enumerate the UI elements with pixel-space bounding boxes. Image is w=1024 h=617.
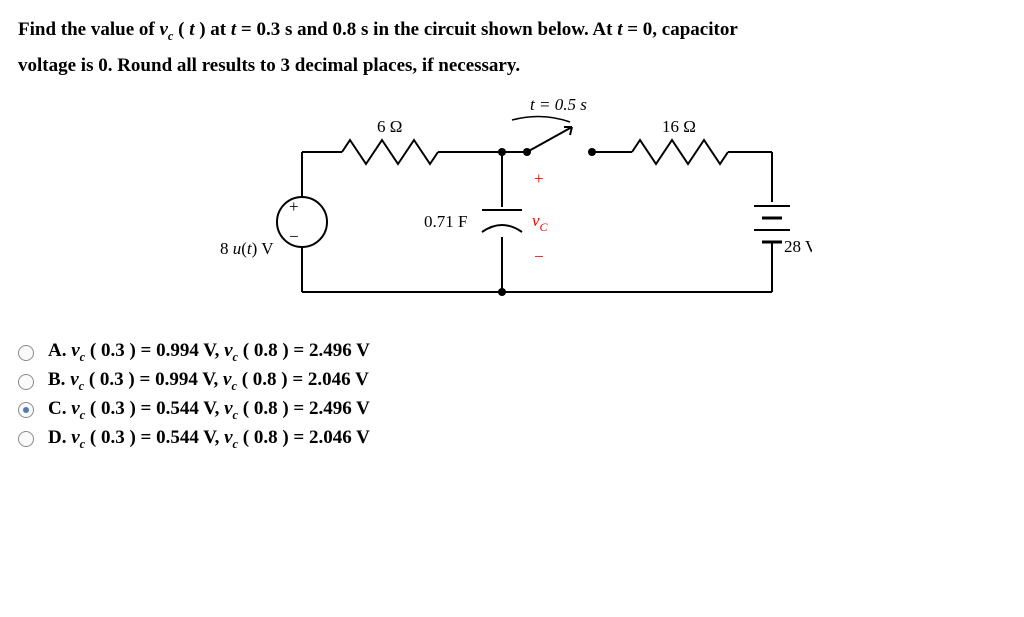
vc-minus: − [534,247,544,266]
src-left-label: 8 u(t) V [220,239,274,258]
vc-label: vC [532,211,549,234]
q-frag: = 0, capacitor [622,19,737,40]
src-right-label: 28 V [784,237,812,256]
switch-time-label: t = 0.5 s [530,95,587,114]
q-frag: Find the value of [18,19,159,40]
radio-button[interactable] [18,345,34,361]
vc-plus: + [534,169,544,188]
answer-list: A. vc ( 0.3 ) = 0.994 V, vc ( 0.8 ) = 2.… [18,340,1006,451]
circuit-diagram: + − t = 0.5 s 6 Ω 16 Ω 0.71 F + vC − 8 u… [212,92,812,322]
src-plus: + [289,197,299,216]
answer-label: A. vc ( 0.3 ) = 0.994 V, vc ( 0.8 ) = 2.… [48,340,370,365]
radio-button[interactable] [18,374,34,390]
q-frag: ( [173,19,189,40]
r2-label: 16 Ω [662,117,696,136]
answer-option-b[interactable]: B. vc ( 0.3 ) = 0.994 V, vc ( 0.8 ) = 2.… [18,369,1006,394]
radio-button[interactable] [18,402,34,418]
answer-option-c[interactable]: C. vc ( 0.3 ) = 0.544 V, vc ( 0.8 ) = 2.… [18,398,1006,423]
question-text: Find the value of vc ( t ) at t = 0.3 s … [18,12,1006,84]
answer-label: D. vc ( 0.3 ) = 0.544 V, vc ( 0.8 ) = 2.… [48,427,370,452]
cap-label: 0.71 F [424,212,467,231]
q-line2: voltage is 0. Round all results to 3 dec… [18,55,520,76]
radio-button[interactable] [18,431,34,447]
answer-label: C. vc ( 0.3 ) = 0.544 V, vc ( 0.8 ) = 2.… [48,398,370,423]
answer-option-a[interactable]: A. vc ( 0.3 ) = 0.994 V, vc ( 0.8 ) = 2.… [18,340,1006,365]
src-minus: − [289,227,299,246]
q-vc-v: v [159,19,167,40]
answer-option-d[interactable]: D. vc ( 0.3 ) = 0.544 V, vc ( 0.8 ) = 2.… [18,427,1006,452]
answer-label: B. vc ( 0.3 ) = 0.994 V, vc ( 0.8 ) = 2.… [48,369,369,394]
r1-label: 6 Ω [377,117,402,136]
q-frag: = 0.3 s and 0.8 s in the circuit shown b… [236,19,617,40]
radio-selected-dot [23,407,29,413]
q-frag: ) at [194,19,230,40]
